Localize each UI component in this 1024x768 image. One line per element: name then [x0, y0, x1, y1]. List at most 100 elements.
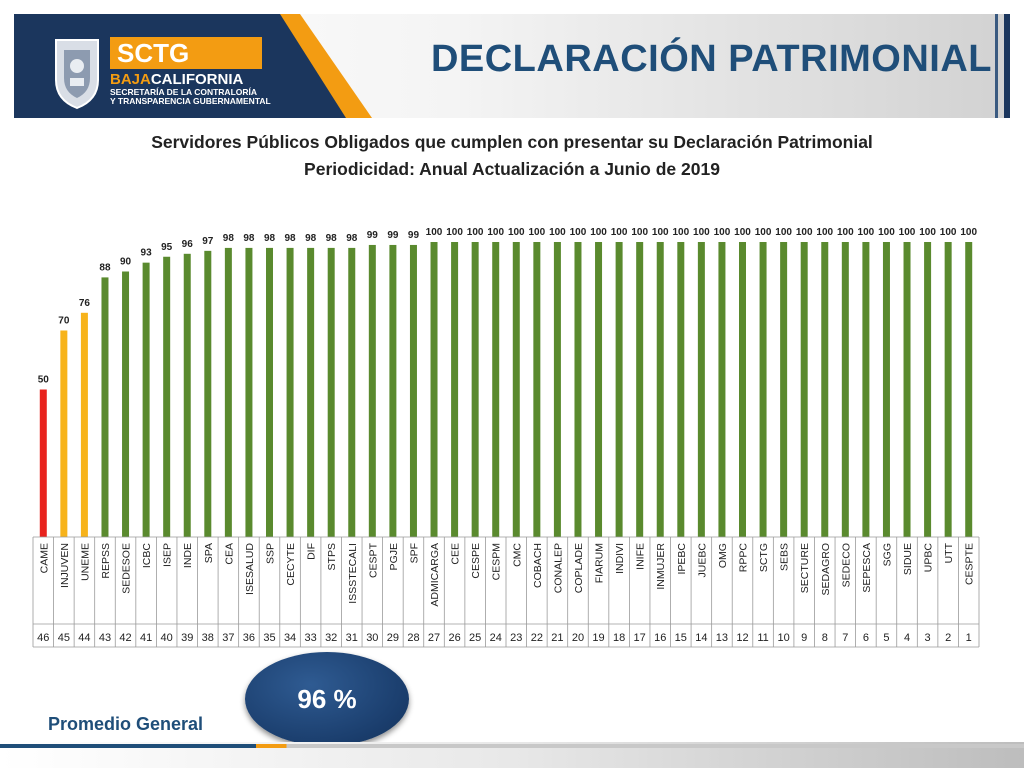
rank-label-fiarum: 19: [592, 632, 604, 644]
data-label-sedagro: 100: [816, 227, 833, 238]
bar-pgje: [389, 244, 397, 537]
rank-label-spf: 28: [407, 632, 419, 644]
data-label-pgje: 99: [387, 230, 399, 241]
data-label-sctg: 100: [755, 227, 772, 238]
rank-label-stps: 32: [325, 632, 337, 644]
category-label-cmc: CMC: [511, 543, 523, 567]
category-label-stps: STPS: [326, 543, 338, 570]
category-label-cea: CEA: [223, 543, 235, 565]
category-label-rppc: RPPC: [738, 543, 750, 573]
rank-label-isesalud: 36: [243, 632, 255, 644]
data-label-spf: 99: [408, 230, 420, 241]
rank-label-injuven: 45: [58, 632, 70, 644]
rank-label-upbc: 3: [925, 632, 931, 644]
data-label-uneme: 76: [79, 298, 91, 309]
rank-label-isep: 40: [161, 632, 173, 644]
bar-inife: [636, 242, 644, 537]
agency-line-2: Y TRANSPARENCIA GUBERNAMENTAL: [110, 96, 271, 106]
data-label-juebc: 100: [693, 227, 710, 238]
rank-label-cecyte: 34: [284, 632, 296, 644]
category-label-coplade: COPLADE: [573, 543, 585, 593]
bar-ipebc: [677, 242, 685, 537]
bars-group: 50 70 76 88 90 93 95 96 97 98 98 98 98 98 98 98 99 99 99 10…: [38, 227, 977, 538]
data-label-upbc: 100: [919, 227, 936, 238]
rank-label-rppc: 12: [736, 632, 748, 644]
data-label-coplade: 100: [570, 227, 587, 238]
category-label-sctg: SCTG: [758, 543, 770, 572]
data-label-sepesca: 100: [858, 227, 875, 238]
data-label-cee: 100: [446, 227, 463, 238]
bar-icbc: [142, 262, 150, 537]
footer-line: [0, 744, 1024, 748]
category-label-injuven: INJUVEN: [59, 543, 71, 588]
bar-isesalud: [245, 247, 253, 537]
rank-label-sedeco: 7: [842, 632, 848, 644]
data-label-icbc: 93: [141, 248, 153, 259]
bar-cecyte: [286, 247, 294, 537]
data-label-fiarum: 100: [590, 227, 607, 238]
category-label-sebs: SEBS: [779, 543, 791, 571]
rank-label-cespte: 1: [966, 632, 972, 644]
rank-label-inde: 39: [181, 632, 193, 644]
category-label-upbc: UPBC: [923, 543, 935, 573]
category-label-ipebc: IPEBC: [676, 543, 688, 575]
rank-label-sebs: 10: [778, 632, 790, 644]
header-right-bar: [1004, 14, 1010, 118]
data-label-injuven: 70: [58, 316, 70, 327]
rank-label-juebc: 14: [695, 632, 707, 644]
bar-cespt: [368, 244, 376, 537]
category-label-spa: SPA: [203, 543, 215, 563]
data-label-stps: 98: [326, 233, 338, 244]
bar-fiarum: [595, 242, 603, 537]
bar-secture: [800, 242, 808, 537]
bar-cespm: [492, 242, 500, 537]
rank-label-icbc: 41: [140, 632, 152, 644]
rank-label-omg: 13: [716, 632, 728, 644]
data-label-isesalud: 98: [243, 233, 255, 244]
rank-label-sidue: 4: [904, 632, 910, 644]
category-table: CAME46INJUVEN45UNEME44REPSS43SEDESOE42IC…: [32, 536, 980, 648]
category-label-inde: INDE: [182, 543, 194, 568]
brand-region-a: BAJA: [110, 71, 151, 88]
data-label-cespte: 100: [960, 227, 977, 238]
rank-label-spa: 38: [202, 632, 214, 644]
data-label-sedesoe: 90: [120, 257, 132, 268]
category-label-pgje: PGJE: [388, 543, 400, 570]
data-label-inde: 96: [182, 239, 194, 250]
rank-label-uneme: 44: [78, 632, 90, 644]
agency-line-1: SECRETARÍA DE LA CONTRALORÍA: [110, 87, 257, 97]
data-label-secture: 100: [796, 227, 813, 238]
bar-sedeco: [841, 242, 849, 537]
category-label-cobach: COBACH: [532, 543, 544, 588]
bar-cee: [451, 242, 459, 537]
rank-label-conalep: 21: [551, 632, 563, 644]
rank-label-cobach: 22: [531, 632, 543, 644]
rank-label-admicarga: 27: [428, 632, 440, 644]
data-label-sidue: 100: [899, 227, 916, 238]
category-label-inife: INIFE: [635, 543, 647, 570]
bar-indivi: [615, 242, 623, 537]
bar-came: [39, 389, 47, 537]
category-label-cecyte: CECYTE: [285, 543, 297, 586]
data-label-cecyte: 98: [285, 233, 297, 244]
rank-label-dif: 33: [305, 632, 317, 644]
bar-sidue: [903, 242, 911, 537]
data-label-indivi: 100: [611, 227, 628, 238]
rank-label-cea: 37: [222, 632, 234, 644]
bar-juebc: [697, 242, 705, 537]
bar-sedesoe: [122, 271, 130, 537]
bar-cea: [224, 247, 232, 537]
chart-subtitle-line-2: Periodicidad: Anual Actualización a Juni…: [304, 159, 720, 179]
data-label-cmc: 100: [508, 227, 525, 238]
bar-inde: [183, 253, 191, 538]
category-label-sidue: SIDUE: [902, 543, 914, 575]
bar-sepesca: [862, 242, 870, 537]
brand-region-b: CALIFORNIA: [151, 71, 244, 88]
data-label-spa: 97: [202, 236, 214, 247]
bar-inmujer: [656, 242, 664, 537]
rank-label-utt: 2: [945, 632, 951, 644]
average-label: Promedio General: [48, 714, 204, 734]
bar-dif: [307, 247, 315, 537]
category-label-repss: REPSS: [100, 543, 112, 579]
